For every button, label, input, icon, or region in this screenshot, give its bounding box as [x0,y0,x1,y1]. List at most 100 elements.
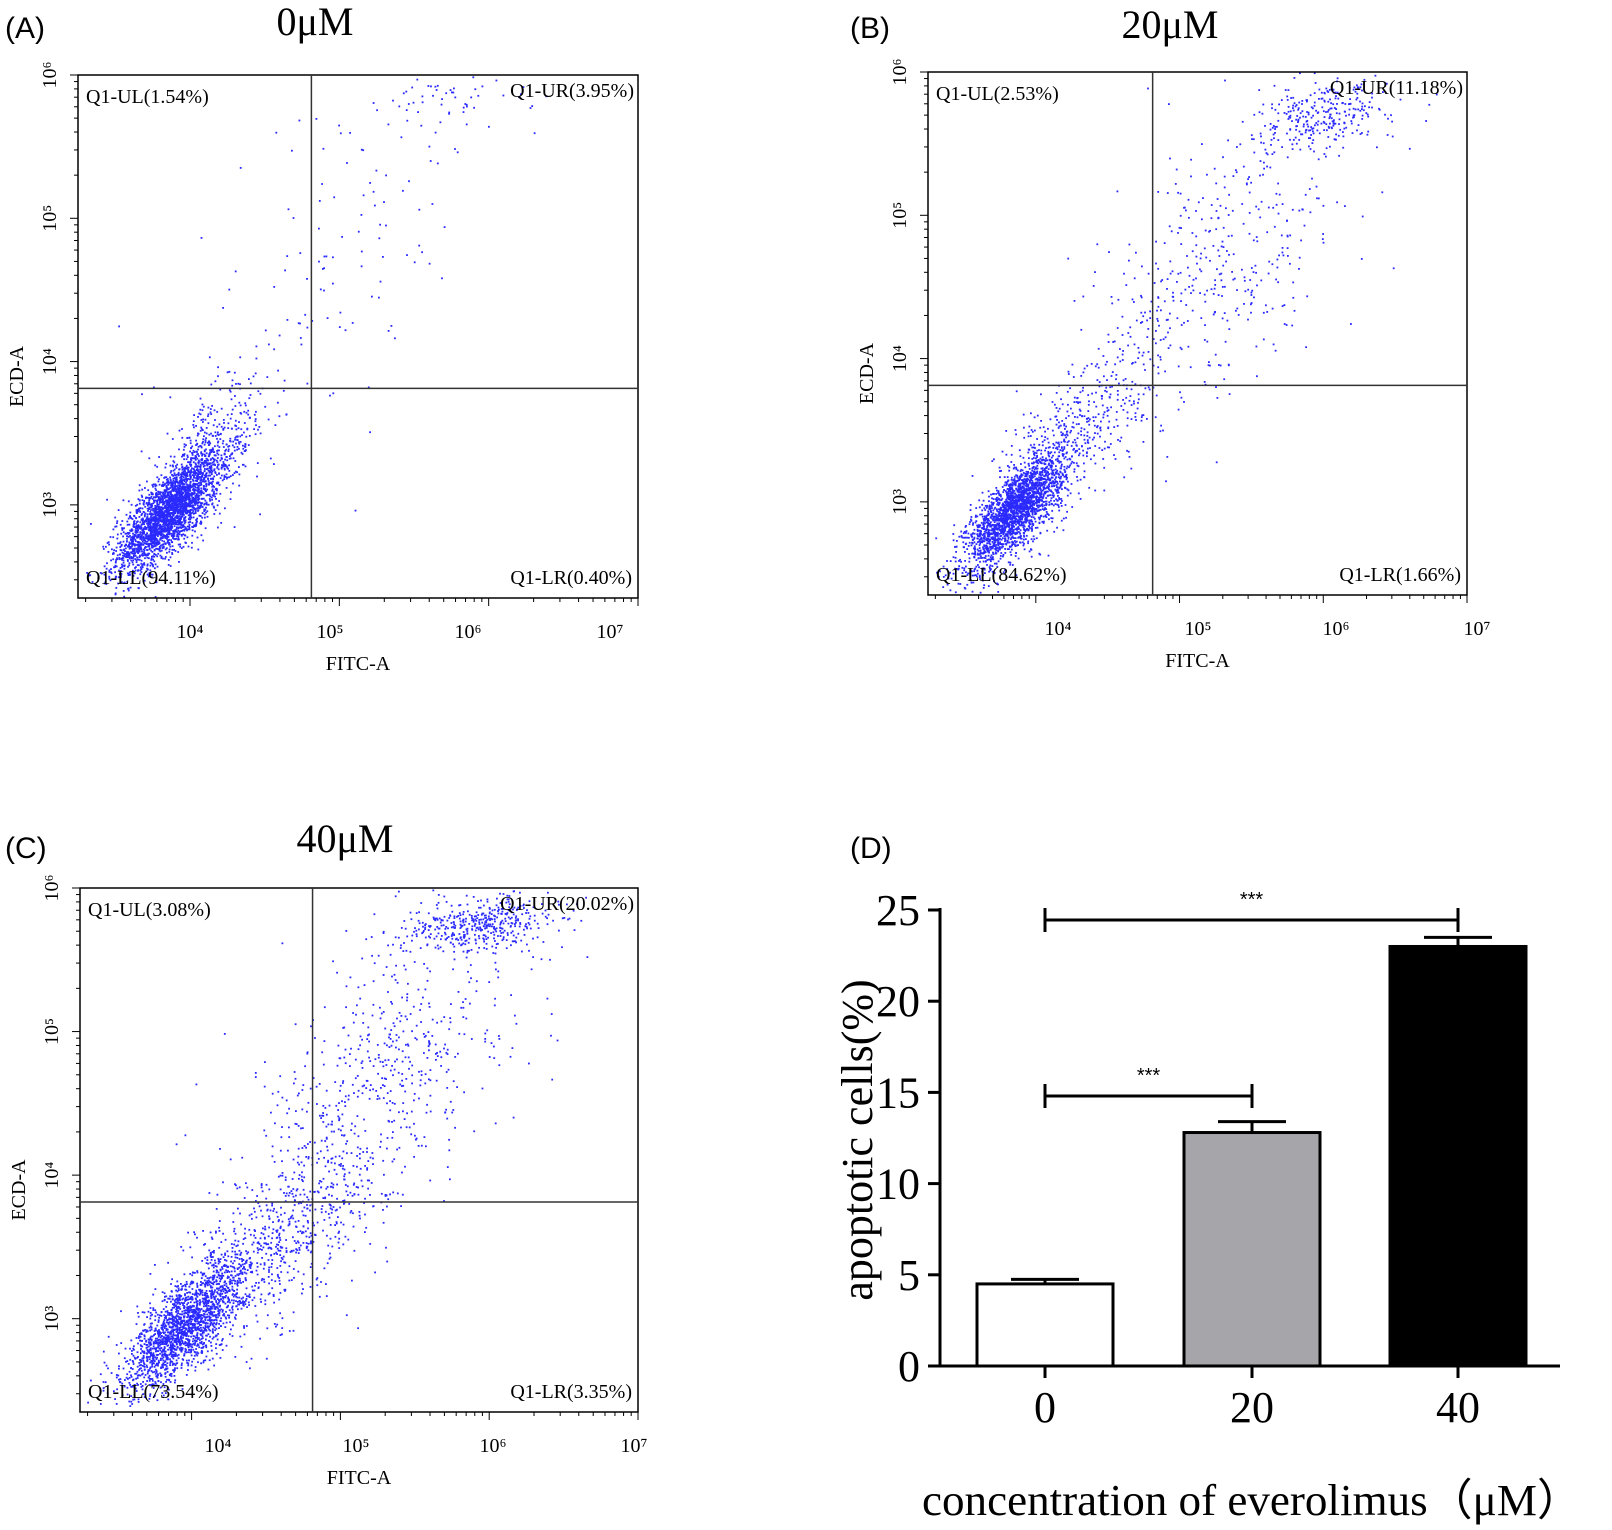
scatter-point [175,467,178,469]
scatter-point [187,509,190,512]
y-tick-label: 10³ [39,492,61,518]
scatter-point [131,561,134,564]
scatter-point [199,397,202,400]
scatter-point [1008,513,1010,516]
scatter-point [182,510,184,512]
scatter-point [139,554,141,557]
scatter-point [231,384,234,387]
scatter-point [411,86,414,89]
scatter-point [254,372,257,375]
scatter-point [1010,461,1013,463]
scatter-point [136,512,138,514]
scatter-point [991,541,994,543]
scatter-point [207,469,210,472]
scatter-point [149,525,152,528]
scatter-point [158,502,161,504]
scatter-point [982,536,985,539]
scatter-point [197,453,199,455]
scatter-point [172,508,175,511]
scatter-point [182,524,184,526]
scatter-point [224,464,227,466]
scatter-point [199,473,202,475]
scatter-point [184,470,186,473]
scatter-point [180,499,183,501]
scatter-point [152,509,154,512]
scatter-point [188,505,191,508]
scatter-point [162,481,165,484]
scatter-point [133,549,136,552]
scatter-point [166,540,169,542]
scatter-point [1063,424,1066,427]
scatter-point [134,540,137,543]
scatter-point [138,547,141,549]
scatter-point [183,518,186,521]
scatter-point [999,548,1001,550]
scatter-point [1015,480,1018,482]
scatter-point [143,551,145,554]
scatter-point [992,503,994,506]
scatter-point [223,468,226,471]
scatter-point [339,132,342,135]
scatter-point [157,521,160,524]
scatter-point [150,514,153,516]
scatter-point [1016,527,1018,530]
scatter-point [163,502,166,505]
scatter-point [190,457,193,459]
scatter-point [1047,484,1050,486]
scatter-point [151,573,154,576]
scatter-point [195,499,197,502]
scatter-point [978,499,981,502]
scatter-point [141,563,144,566]
scatter-point [1023,535,1026,538]
scatter-point [172,535,175,537]
scatter-point [177,474,180,477]
scatter-point [961,572,964,574]
scatter-point [1054,488,1057,491]
scatter-point [166,535,168,537]
scatter-point [120,581,123,583]
scatter-point [227,467,229,470]
scatter-point [203,453,206,456]
scatter-point [417,111,419,113]
scatter-point [136,556,138,559]
scatter-point [269,457,272,460]
scatter-point [973,574,976,577]
scatter-point [440,103,443,106]
scatter-point [176,463,179,466]
scatter-point [972,522,974,525]
scatter-point [1016,532,1019,535]
scatter-point [162,499,164,501]
scatter-point [1031,510,1034,513]
scatter-point [133,521,135,523]
scatter-point [1041,474,1044,476]
scatter-point [166,508,169,510]
scatter-point [151,551,154,553]
scatter-point [138,489,141,492]
scatter-point [120,545,123,547]
scatter-point [160,497,163,500]
scatter-point [1023,528,1026,530]
scatter-point [1001,545,1004,548]
scatter-point [474,88,477,91]
scatter-point [203,488,205,490]
scatter-point [150,541,153,543]
scatter-point [205,472,208,474]
scatter-point [132,563,135,566]
scatter-point [1028,550,1031,553]
scatter-point [164,517,166,520]
scatter-point [189,481,192,484]
scatter-point [1030,555,1033,558]
scatter-point [1056,486,1059,489]
scatter-point [198,471,201,473]
scatter-point [188,470,191,473]
scatter-point [1000,514,1003,517]
scatter-point [976,575,978,578]
scatter-point [114,577,117,579]
scatter-point [1023,501,1026,504]
scatter-point [143,521,145,524]
scatter-point [1041,469,1044,472]
scatter-point [177,488,180,491]
scatter-point [1047,464,1050,466]
scatter-point [181,455,183,458]
scatter-point [157,548,159,550]
